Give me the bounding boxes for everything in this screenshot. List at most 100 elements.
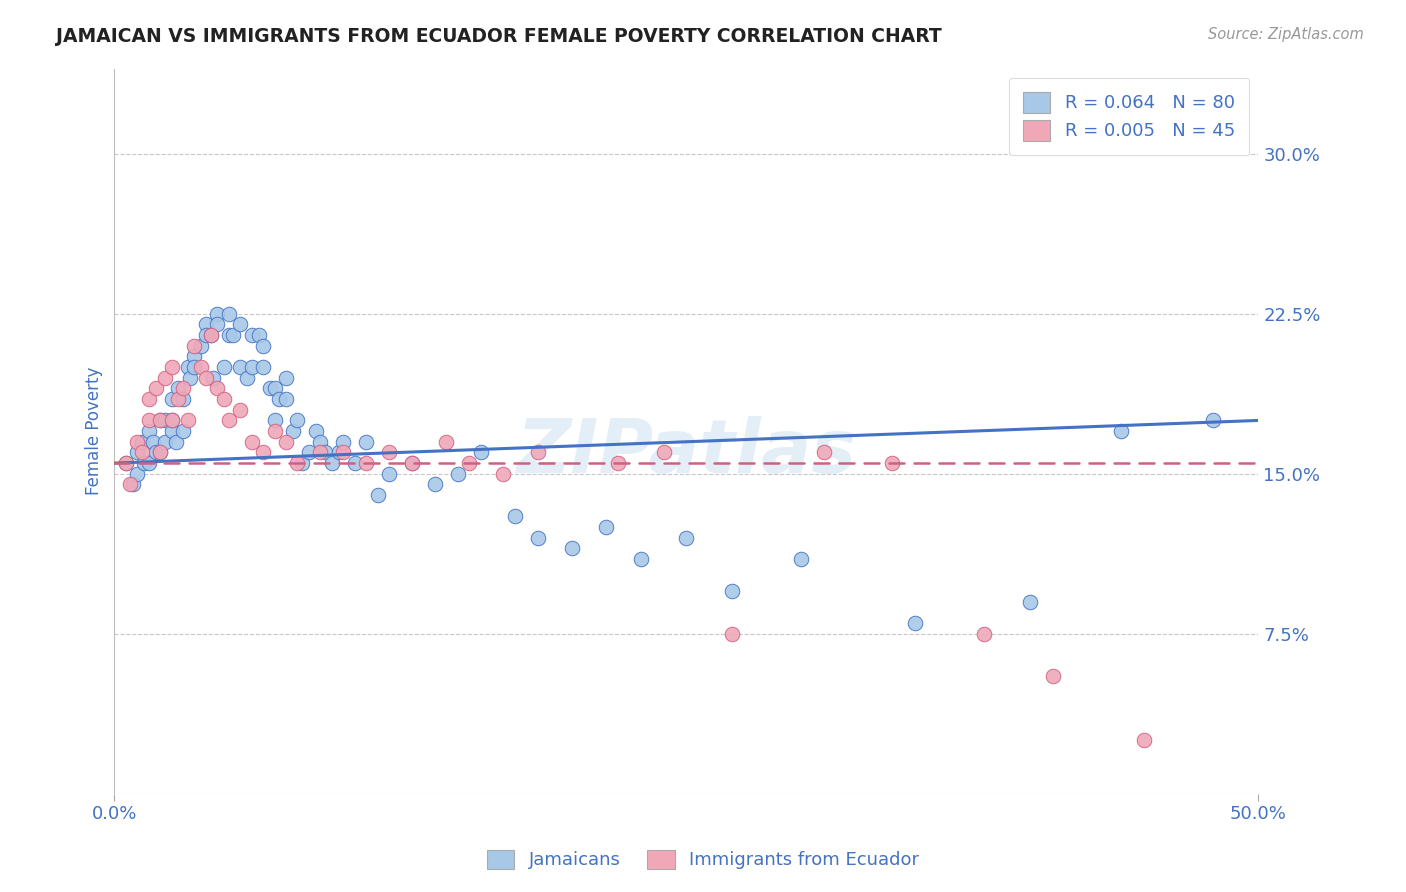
Text: JAMAICAN VS IMMIGRANTS FROM ECUADOR FEMALE POVERTY CORRELATION CHART: JAMAICAN VS IMMIGRANTS FROM ECUADOR FEMA…	[56, 27, 942, 45]
Point	[305, 424, 328, 438]
Point	[458, 456, 481, 470]
Point	[183, 339, 205, 353]
Point	[561, 541, 583, 556]
Point	[145, 445, 167, 459]
Point	[115, 456, 138, 470]
Point	[401, 456, 423, 470]
Point	[165, 434, 187, 449]
Point	[309, 445, 332, 459]
Point	[160, 424, 183, 438]
Point	[492, 467, 515, 481]
Point	[630, 552, 652, 566]
Point	[179, 371, 201, 385]
Point	[281, 424, 304, 438]
Point	[149, 413, 172, 427]
Point	[240, 434, 263, 449]
Point	[332, 445, 354, 459]
Point	[121, 477, 143, 491]
Point	[207, 307, 229, 321]
Point	[172, 392, 194, 406]
Point	[145, 381, 167, 395]
Point	[470, 445, 492, 459]
Point	[1109, 424, 1132, 438]
Point	[434, 434, 457, 449]
Point	[229, 402, 252, 417]
Point	[790, 552, 813, 566]
Point	[595, 520, 617, 534]
Point	[138, 456, 160, 470]
Point	[423, 477, 446, 491]
Point	[229, 360, 252, 375]
Point	[343, 456, 366, 470]
Point	[138, 424, 160, 438]
Point	[183, 350, 205, 364]
Point	[134, 456, 156, 470]
Point	[190, 339, 212, 353]
Point	[652, 445, 675, 459]
Point	[606, 456, 628, 470]
Point	[354, 434, 377, 449]
Point	[314, 445, 336, 459]
Point	[200, 328, 222, 343]
Point	[263, 424, 285, 438]
Point	[115, 456, 138, 470]
Point	[1018, 595, 1040, 609]
Y-axis label: Female Poverty: Female Poverty	[86, 367, 103, 495]
Point	[183, 360, 205, 375]
Point	[172, 424, 194, 438]
Point	[194, 371, 217, 385]
Point	[526, 445, 548, 459]
Point	[127, 445, 149, 459]
Point	[167, 392, 190, 406]
Point	[252, 339, 274, 353]
Point	[172, 381, 194, 395]
Point	[218, 413, 240, 427]
Point	[142, 434, 165, 449]
Point	[274, 434, 297, 449]
Point	[176, 360, 198, 375]
Point	[240, 360, 263, 375]
Point	[138, 413, 160, 427]
Point	[153, 371, 176, 385]
Point	[401, 456, 423, 470]
Point	[207, 318, 229, 332]
Point	[120, 477, 142, 491]
Point	[127, 434, 149, 449]
Point	[194, 328, 217, 343]
Point	[813, 445, 835, 459]
Point	[207, 381, 229, 395]
Point	[526, 531, 548, 545]
Point	[1202, 413, 1225, 427]
Point	[298, 445, 321, 459]
Point	[160, 413, 183, 427]
Point	[378, 445, 401, 459]
Point	[291, 456, 314, 470]
Point	[332, 434, 354, 449]
Point	[274, 392, 297, 406]
Point	[1042, 669, 1064, 683]
Point	[200, 328, 222, 343]
Point	[503, 509, 526, 524]
Point	[1133, 733, 1156, 747]
Point	[127, 467, 149, 481]
Point	[287, 413, 309, 427]
Point	[247, 328, 270, 343]
Point	[201, 371, 224, 385]
Point	[675, 531, 697, 545]
Point	[138, 392, 160, 406]
Point	[218, 307, 240, 321]
Point	[236, 371, 259, 385]
Point	[160, 392, 183, 406]
Point	[212, 392, 235, 406]
Point	[378, 467, 401, 481]
Point	[190, 360, 212, 375]
Legend: Jamaicans, Immigrants from Ecuador: Jamaicans, Immigrants from Ecuador	[478, 840, 928, 879]
Legend: R = 0.064   N = 80, R = 0.005   N = 45: R = 0.064 N = 80, R = 0.005 N = 45	[1008, 78, 1250, 155]
Point	[149, 413, 172, 427]
Point	[222, 328, 245, 343]
Point	[160, 413, 183, 427]
Point	[153, 434, 176, 449]
Point	[218, 328, 240, 343]
Point	[367, 488, 389, 502]
Point	[309, 434, 332, 449]
